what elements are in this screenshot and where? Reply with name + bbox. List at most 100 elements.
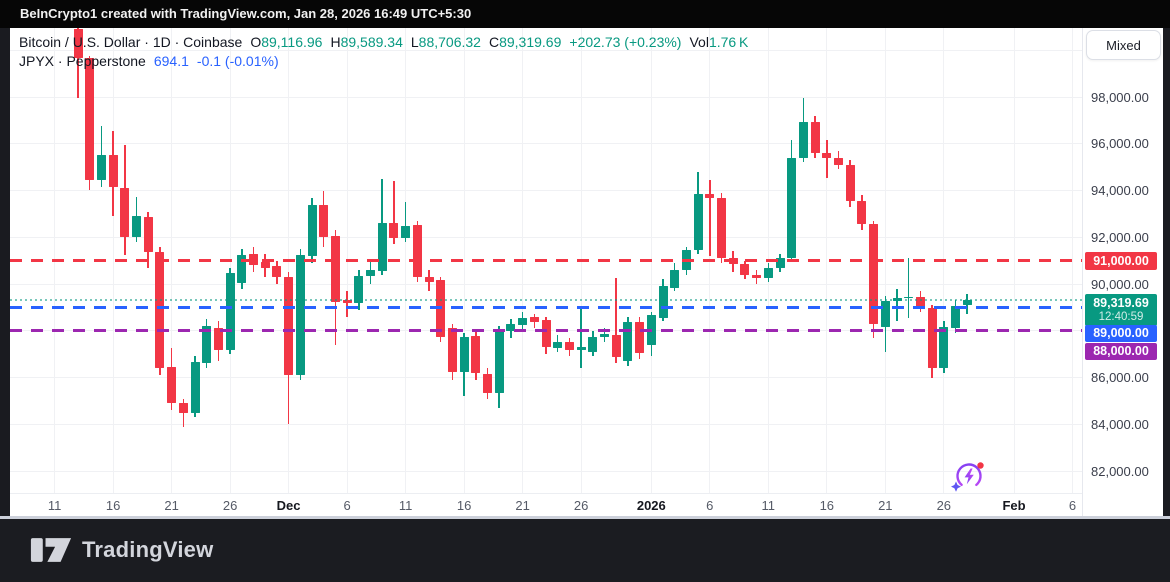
instant-analysis-icon[interactable]	[948, 456, 992, 498]
candle	[190, 362, 200, 414]
time-axis-label: 16	[456, 498, 472, 513]
candle	[330, 236, 340, 302]
price-axis-label: 86,000.00	[1091, 370, 1149, 385]
horizontal-gridline	[10, 237, 1082, 238]
time-axis-label: 16	[105, 498, 121, 513]
price-axis-label: 90,000.00	[1091, 276, 1149, 292]
candle	[202, 326, 212, 363]
time-axis-label: 11	[761, 498, 776, 513]
candle	[132, 215, 141, 237]
candle	[447, 327, 457, 372]
ohlc-high: H89,589.34	[330, 34, 403, 50]
price-badge-89000: 89,000.00	[1085, 325, 1157, 342]
candle	[658, 286, 668, 318]
candle	[845, 165, 855, 201]
candle	[798, 121, 808, 159]
tradingview-wordmark: TradingView	[82, 537, 214, 562]
candle	[459, 337, 469, 372]
horizontal-gridline	[10, 471, 1082, 472]
candle-wick	[709, 179, 711, 256]
candle	[471, 335, 481, 374]
candle	[213, 327, 223, 350]
candle	[588, 337, 598, 352]
time-axis-label: 26	[222, 498, 238, 513]
candle	[366, 269, 375, 277]
change-value: +202.73 (+0.23%)	[569, 34, 682, 50]
time-axis-label: 26	[936, 498, 952, 513]
price-axis-label: 94,000.00	[1091, 183, 1149, 198]
symbol-title: Bitcoin / U.S. Dollar · 1D · Coinbase	[19, 34, 243, 50]
candle	[401, 226, 411, 238]
candle	[857, 201, 867, 225]
horizontal-gridline	[10, 50, 1082, 51]
candle	[880, 300, 890, 327]
candle	[705, 194, 715, 199]
sparkle-star	[951, 481, 961, 492]
legend-symbol-row[interactable]: Bitcoin / U.S. Dollar · 1D · Coinbase O8…	[19, 33, 748, 52]
candle	[927, 307, 937, 368]
price-badge-88000: 88,000.00	[1085, 343, 1157, 360]
chart-canvas[interactable]	[10, 28, 1082, 493]
chart-bottom-border	[0, 516, 1170, 519]
candle	[155, 251, 165, 369]
candle	[951, 305, 960, 329]
candle	[506, 324, 516, 332]
mixed-scale-button[interactable]: Mixed	[1086, 30, 1161, 60]
current-price-value: 89,319.69	[1093, 296, 1149, 310]
horizontal-gridline	[10, 143, 1082, 144]
tradingview-logo[interactable]: TradingView	[30, 536, 213, 564]
price-axis[interactable]: 98,000.00 96,000.00 94,000.00 92,000.00 90,0…	[1082, 28, 1163, 519]
legend: Bitcoin / U.S. Dollar · 1D · Coinbase O8…	[19, 33, 748, 71]
candle	[237, 255, 247, 284]
time-axis-label: Dec	[276, 498, 301, 513]
footer-bar: TradingView	[0, 519, 1170, 582]
candle	[623, 321, 633, 361]
candle	[822, 153, 832, 158]
candle	[307, 204, 317, 256]
price-axis-label: 84,000.00	[1091, 416, 1149, 432]
time-axis-label: 6	[1068, 498, 1077, 513]
candle	[225, 273, 235, 350]
candle	[740, 264, 750, 275]
ohlc-open: O89,116.96	[250, 34, 323, 50]
time-axis-label: 21	[878, 498, 893, 513]
volume: Vol1.76 K	[689, 34, 749, 50]
candle-wick	[404, 202, 407, 242]
candle	[600, 334, 609, 338]
time-axis[interactable]: 11 16 21 26 Dec 6 11 16 21 26 2026 6 11 16 21 26 Feb 6	[10, 493, 1082, 516]
legend-compare-row[interactable]: JPYX · Pepperstone 694.1 -0.1 (-0.01%)	[19, 52, 748, 71]
candle	[670, 269, 680, 289]
left-edge-strip	[0, 28, 10, 519]
compare-symbol-title: JPYX · Pepperstone	[19, 53, 146, 69]
candle	[120, 188, 130, 237]
horizontal-gridline	[10, 97, 1082, 98]
candle	[354, 276, 364, 303]
candle	[834, 157, 843, 165]
candle-wick	[77, 28, 79, 99]
candle	[775, 257, 785, 268]
time-axis-label: 11	[398, 498, 413, 513]
candle	[869, 224, 879, 325]
ohlc-close: C89,319.69	[488, 34, 562, 50]
candle	[693, 194, 703, 251]
candle	[319, 204, 329, 237]
candle	[518, 318, 528, 326]
time-axis-label: 21	[515, 498, 530, 513]
horizontal-gridline	[10, 284, 1082, 285]
candle-wick	[826, 140, 828, 179]
price-axis-label: 98,000.00	[1091, 89, 1149, 105]
candle	[904, 296, 914, 299]
mixed-scale-label: Mixed	[1106, 37, 1141, 53]
candle	[564, 341, 574, 351]
time-axis-label: 2026	[636, 498, 666, 513]
candle	[810, 121, 820, 154]
lightning-bolt-glyph	[964, 468, 974, 485]
candle	[611, 335, 621, 358]
candle	[763, 267, 773, 278]
candle	[576, 347, 586, 351]
candle	[342, 299, 352, 303]
tradingview-logo-mark	[30, 538, 72, 562]
attribution-text: BeInCrypto1 created with TradingView.com…	[20, 6, 472, 21]
time-axis-label: 11	[47, 498, 62, 513]
